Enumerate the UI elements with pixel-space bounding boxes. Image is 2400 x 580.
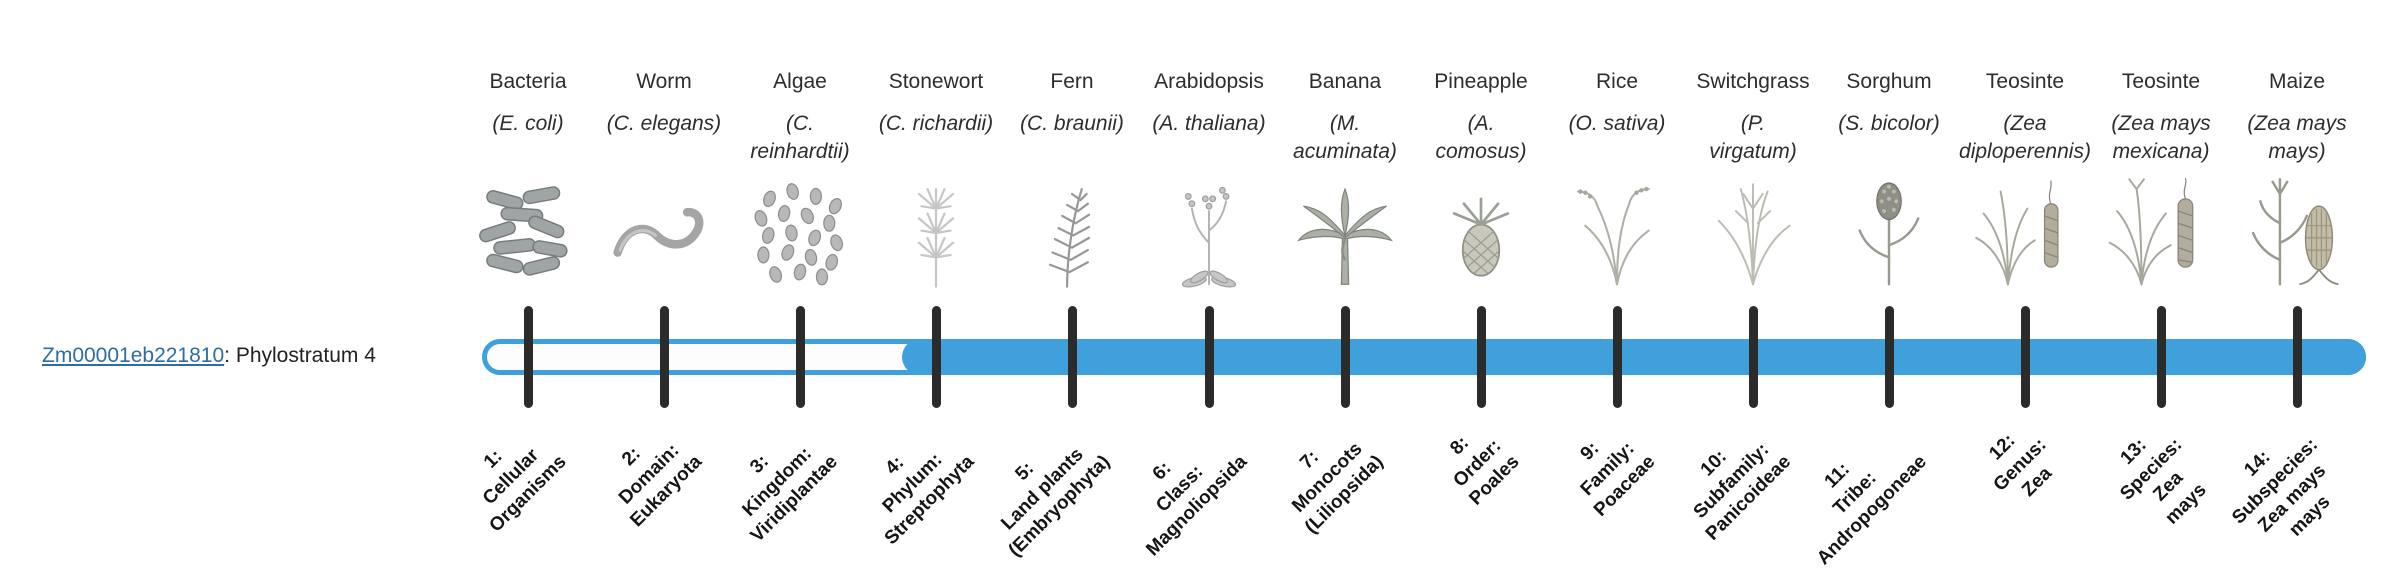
stratum-tick <box>659 306 669 408</box>
column-arabidopsis: Arabidopsis (A. thaliana) <box>1131 0 1287 580</box>
stratum-label: 14: Subspecies: Zea mays mays <box>2228 434 2335 541</box>
species-common-name: Rice <box>1595 70 1638 93</box>
species-scientific-name: (C. elegans) <box>606 112 722 135</box>
column-sorghum: Sorghum (S. bicolor) 11: Tribe: Andropog… <box>1811 0 1967 580</box>
sorghum-icon <box>1828 172 1950 294</box>
stratum-tick <box>1884 306 1894 408</box>
column-stonewort: Stonewort (C. richardii) 4: Phylum: Stre… <box>858 0 1014 580</box>
species-common-name: Teosinte <box>1985 70 2065 93</box>
column-pineapple: Pineapple (A. comosus) 8: Order: Poales <box>1403 0 1559 580</box>
column-bacteria: Bacteria (E. coli) 1: Cellular Organisms <box>450 0 606 580</box>
worm-icon <box>603 172 725 294</box>
species-scientific-name: (Zea diploperennis) <box>1959 112 2091 164</box>
stratum-label: 4: Phylum: Streptophyta <box>878 449 979 550</box>
pineapple-icon <box>1420 172 1542 294</box>
bacteria-icon <box>467 172 589 294</box>
species-scientific-name: (A. thaliana) <box>1152 112 1266 135</box>
species-common-name: Algae <box>773 70 827 93</box>
stratum-label: 10: Subfamily: Panicoideae <box>1689 439 1796 545</box>
column-algae: Algae (C. reinhardtii) <box>722 0 878 580</box>
species-common-name: Switchgrass <box>1696 70 1810 93</box>
species-common-name: Pineapple <box>1434 70 1528 93</box>
stratum-tick <box>2156 306 2166 408</box>
stratum-label: 8: Order: Poales <box>1446 432 1524 510</box>
species-scientific-name: (O. sativa) <box>1568 112 1666 135</box>
stratum-tick <box>2020 306 2030 408</box>
species-common-name: Fern <box>1050 70 1094 93</box>
species-scientific-name: (C. richardii) <box>878 112 994 135</box>
species-common-name: Banana <box>1308 70 1382 93</box>
gene-id-link[interactable]: Zm00001eb221810 <box>42 344 225 367</box>
species-scientific-name: (C. reinhardtii) <box>750 112 850 164</box>
fern-icon <box>1011 172 1133 294</box>
stratum-label: 7: Monocots (Liliopsida) <box>1287 438 1388 539</box>
species-scientific-name: (C. braunii) <box>1020 112 1124 135</box>
algae-icon <box>739 172 861 294</box>
species-common-name: Maize <box>2268 70 2326 93</box>
column-rice: Rice (O. sativa) 9: Family: Poaceae <box>1539 0 1695 580</box>
banana-icon <box>1284 172 1406 294</box>
column-banana: Banana (M. acuminata) 7: Monocots (Lilio… <box>1267 0 1423 580</box>
teosinte-mexicana-icon <box>2100 172 2222 294</box>
species-scientific-name: (Zea mays mexicana) <box>2111 112 2211 164</box>
stratum-label: 2: Domain: Eukaryota <box>614 439 707 532</box>
column-maize: Maize (Zea mays mays) 14: Subspe <box>2219 0 2375 580</box>
species-common-name: Bacteria <box>489 70 567 93</box>
stratum-tick <box>1340 306 1350 408</box>
species-scientific-name: (P. virgatum) <box>1709 112 1797 164</box>
species-common-name: Stonewort <box>888 70 984 93</box>
phylostratum-text: : Phylostratum 4 <box>224 344 376 367</box>
stratum-tick <box>1476 306 1486 408</box>
column-worm: Worm (C. elegans) 2: Domain: Eukaryota <box>586 0 742 580</box>
stratum-tick <box>1204 306 1214 408</box>
stratum-tick <box>2292 306 2302 408</box>
stratum-label: 3: Kingdom: Viridiplantae <box>738 443 843 547</box>
species-scientific-name: (S. bicolor) <box>1838 112 1940 135</box>
stratum-label: 1: Cellular Organisms <box>478 444 571 537</box>
column-fern: Fern (C. braunii) 5: Land plants (Embryo… <box>994 0 1150 580</box>
stratum-label: 12: Genus: Zea <box>1984 430 2056 502</box>
switchgrass-icon <box>1692 172 1814 294</box>
phylostratum-bar-fill <box>902 339 2366 375</box>
maize-icon <box>2236 172 2358 294</box>
arabidopsis-icon <box>1148 172 1270 294</box>
species-common-name: Teosinte <box>2121 70 2201 93</box>
stratum-tick <box>1612 306 1622 408</box>
stratum-tick <box>795 306 805 408</box>
stratum-label: 13: Species: Zea mays <box>2115 434 2211 529</box>
stratum-tick <box>1067 306 1077 408</box>
stonewort-icon <box>875 172 997 294</box>
species-scientific-name: (M. acuminata) <box>1293 112 1397 164</box>
gene-label: Zm00001eb221810: Phylostratum 4 <box>42 344 376 368</box>
species-scientific-name: (A. comosus) <box>1435 112 1527 164</box>
stratum-label: 9: Family: Poaceae <box>1576 437 1660 522</box>
column-teosinte-diploperennis: Teosinte (Zea diploperennis) 12: Genus: <box>1947 0 2103 580</box>
column-teosinte-mexicana: Teosinte (Zea mays mexicana) <box>2083 0 2239 580</box>
species-common-name: Sorghum <box>1846 70 1932 93</box>
teosinte-diploperennis-icon <box>1964 172 2086 294</box>
stratum-tick <box>523 306 533 408</box>
column-switchgrass: Switchgrass (P. virgatum) 10: Subfamily:… <box>1675 0 1831 580</box>
species-common-name: Arabidopsis <box>1154 70 1264 93</box>
species-scientific-name: (Zea mays mays) <box>2247 112 2347 164</box>
species-common-name: Worm <box>636 70 692 93</box>
stratum-tick <box>931 306 941 408</box>
species-scientific-name: (E. coli) <box>492 112 564 135</box>
stratum-tick <box>1748 306 1758 408</box>
rice-icon <box>1556 172 1678 294</box>
